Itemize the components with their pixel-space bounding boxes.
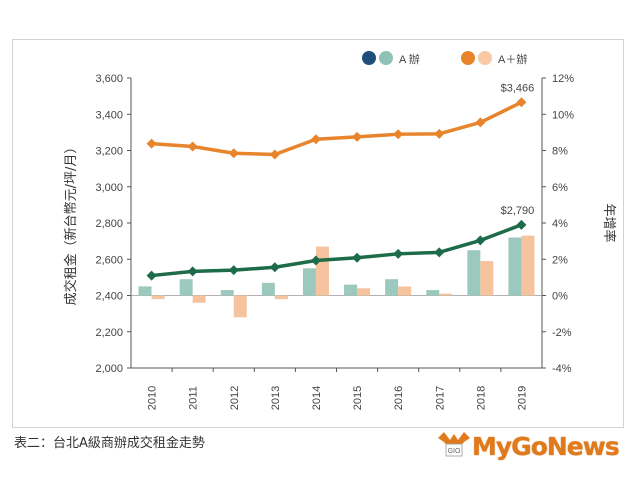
point-a-plus-2014 <box>310 134 321 145</box>
point-a-2018 <box>475 235 486 246</box>
right-tick-label: 0% <box>552 291 568 303</box>
point-a-plus-2015 <box>352 131 363 142</box>
point-a-2013 <box>269 262 280 273</box>
bar-a-plus-2013 <box>274 295 288 300</box>
bar-a-2016 <box>385 279 399 296</box>
figure-caption: 表二：台北A級商辦成交租金走勢 <box>14 436 205 451</box>
bar-a-2010 <box>138 286 152 296</box>
left-tick-label: 2,200 <box>95 327 123 339</box>
bar-a-2018 <box>467 250 481 296</box>
point-a-plus-2013 <box>269 149 280 160</box>
legend-label: A＋辦 <box>498 52 527 66</box>
x-tick-label: 2012 <box>229 386 241 410</box>
left-tick-label: 2,400 <box>95 291 123 303</box>
bar-a-plus-2012 <box>233 295 247 318</box>
x-tick-label: 2016 <box>393 386 405 410</box>
bar-a-2013 <box>261 282 275 296</box>
bar-a-2015 <box>344 284 358 296</box>
point-a-plus-2018 <box>475 117 486 128</box>
x-tick-label: 2019 <box>516 386 528 410</box>
right-tick-label: 12% <box>552 73 574 85</box>
bar-a-plus-2018 <box>480 261 494 296</box>
right-tick-label: 10% <box>552 109 574 121</box>
brand-emblem-letters: GIO <box>448 448 461 455</box>
point-a-2019 <box>516 219 527 230</box>
bar-a-2011 <box>179 279 193 296</box>
left-axis-title: 成交租金（新台幣元/坪/月） <box>63 141 79 306</box>
right-tick-label: 6% <box>552 182 568 194</box>
point-a-plus-2012 <box>228 148 239 159</box>
annotation-label: $3,466 <box>501 82 535 94</box>
point-a-2011 <box>187 266 198 277</box>
line-a-plus-series <box>151 100 523 157</box>
bar-a-plus-2017 <box>439 293 453 296</box>
chart-frame: 2,000 2,200 2,400 2,600 2,800 3,000 3,200 3,400… <box>12 39 624 428</box>
right-tick-label: -4% <box>552 363 572 375</box>
legend-marker <box>478 51 492 65</box>
left-tick-label: 3,000 <box>95 182 123 194</box>
bar-a-plus-2019 <box>521 235 535 296</box>
bar-a-2014 <box>302 268 316 296</box>
left-tick-label: 3,200 <box>95 146 123 158</box>
right-tick-label: 8% <box>552 146 568 158</box>
point-a-2010 <box>146 270 157 281</box>
legend-marker <box>461 51 475 65</box>
bar-a-plus-2011 <box>192 295 206 303</box>
right-tick-label: 4% <box>552 218 568 230</box>
right-tick-label: 2% <box>552 254 568 266</box>
x-tick-label: 2010 <box>147 386 159 410</box>
rent-trend-chart: 2,000 2,200 2,400 2,600 2,800 3,000 3,200 3,400… <box>63 51 617 410</box>
left-tick-label: 3,400 <box>95 109 123 121</box>
right-axis-title: 年增率 <box>601 203 617 242</box>
point-a-2015 <box>352 252 363 263</box>
left-tick-label: 2,800 <box>95 218 123 230</box>
brand-emblem-icon: GIO <box>438 432 470 457</box>
x-tick-label: 2015 <box>352 386 364 410</box>
point-a-plus-2011 <box>187 141 198 152</box>
point-a-2012 <box>228 265 239 276</box>
left-tick-label: 2,600 <box>95 254 123 266</box>
bar-a-plus-2015 <box>357 288 371 296</box>
x-tick-label: 2017 <box>434 386 446 410</box>
left-tick-label: 3,600 <box>95 73 123 85</box>
bar-a-plus-2014 <box>315 246 329 296</box>
point-a-2017 <box>434 247 445 258</box>
x-tick-label: 2013 <box>270 386 282 410</box>
point-a-plus-2017 <box>434 128 445 139</box>
bar-a-2012 <box>220 290 234 296</box>
legend-label: A 辦 <box>399 52 420 66</box>
left-tick-label: 2,000 <box>95 363 123 375</box>
point-a-plus-2019 <box>516 97 527 108</box>
bar-a-plus-2016 <box>398 286 412 296</box>
bar-a-2017 <box>426 290 440 296</box>
annotation-label: $2,790 <box>501 205 535 217</box>
bar-a-plus-2010 <box>151 295 165 300</box>
point-a-plus-2016 <box>393 129 404 140</box>
x-tick-label: 2011 <box>188 386 200 410</box>
brand-logo: GIO MyGoNews <box>434 428 630 472</box>
line-a-series <box>151 223 523 278</box>
brand-name: MyGoNews <box>472 432 620 461</box>
legend-marker <box>362 51 376 65</box>
bar-a-2019 <box>508 237 522 296</box>
right-tick-label: -2% <box>552 327 572 339</box>
x-tick-label: 2014 <box>311 386 323 410</box>
point-a-2016 <box>393 248 404 259</box>
point-a-plus-2010 <box>146 138 157 149</box>
legend-marker <box>379 51 393 65</box>
x-tick-label: 2018 <box>475 386 487 410</box>
